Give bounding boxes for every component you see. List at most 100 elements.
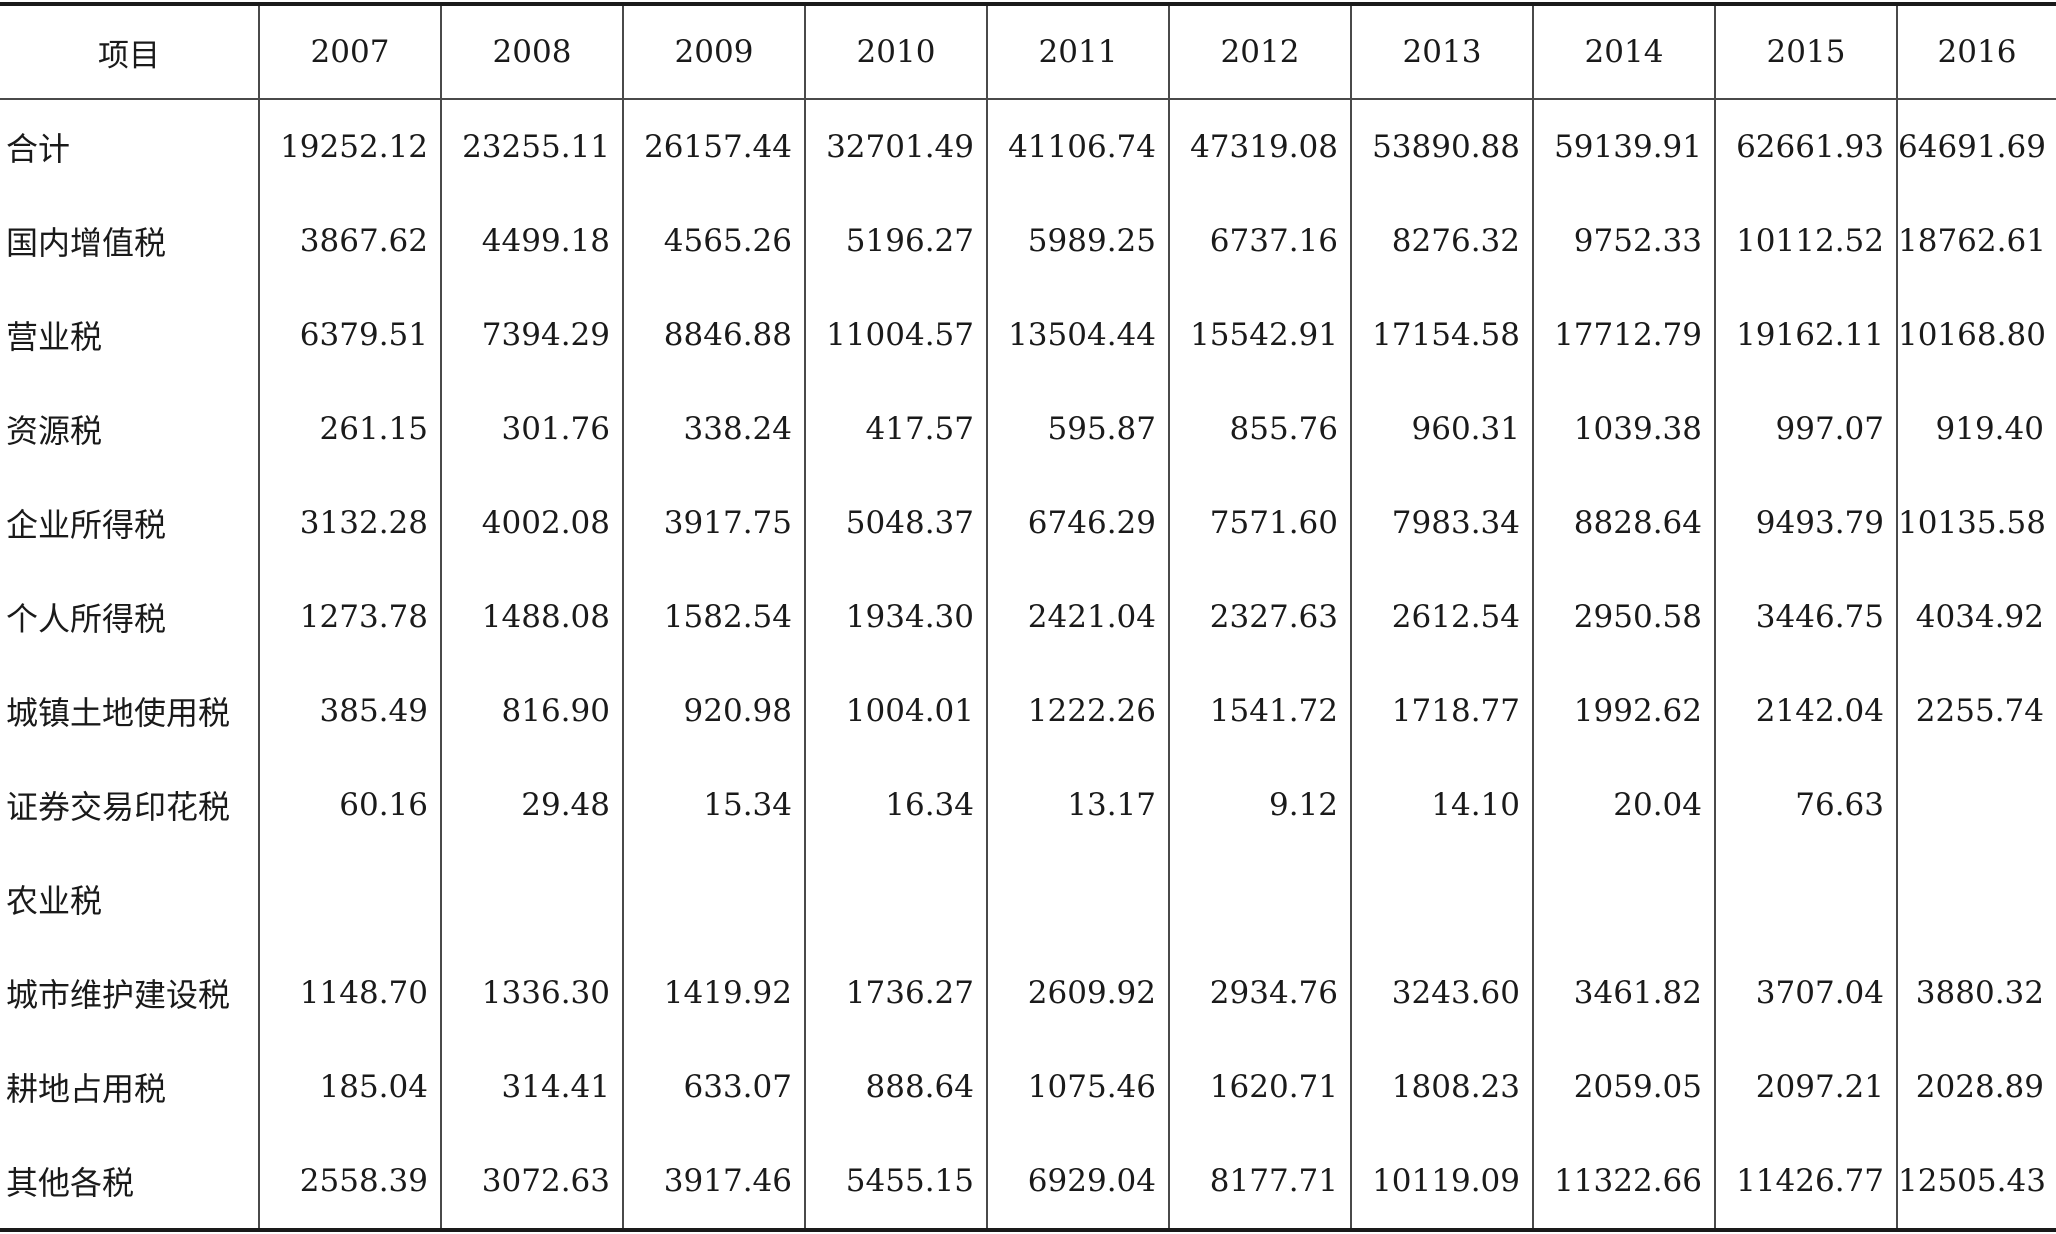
row-label: 其他各税 (6, 1164, 135, 1202)
table-cell: 3243.60 (1350, 946, 1533, 1040)
table-cell: 1004.01 (804, 664, 987, 758)
table-cell: 3461.82 (1532, 946, 1715, 1040)
table-cell (622, 852, 805, 946)
table-cell: 1934.30 (804, 570, 987, 664)
table-cell: 12505.43 (1896, 1134, 2056, 1230)
header-year: 2015 (1714, 4, 1897, 100)
table-cell: 5989.25 (986, 194, 1169, 288)
table-cell: 19252.12 (258, 99, 441, 194)
table-cell: 888.64 (804, 1040, 987, 1134)
table-cell: 5048.37 (804, 476, 987, 570)
table-cell: 4034.92 (1896, 570, 2056, 664)
table-cell (804, 852, 987, 946)
table-cell: 314.41 (440, 1040, 623, 1134)
header-year: 2010 (804, 4, 987, 100)
table-cell: 7983.34 (1350, 476, 1533, 570)
table-cell: 10168.80 (1896, 288, 2056, 382)
table-cell: 14.10 (1350, 758, 1533, 852)
table-cell: 7394.29 (440, 288, 623, 382)
table-cell: 2421.04 (986, 570, 1169, 664)
table-cell: 261.15 (258, 382, 441, 476)
table-cell: 18762.61 (1896, 194, 2056, 288)
header-year: 2008 (440, 4, 623, 100)
table-cell: 2255.74 (1896, 664, 2056, 758)
table-cell: 16.34 (804, 758, 987, 852)
table-cell: 13504.44 (986, 288, 1169, 382)
table-cell (1168, 852, 1351, 946)
table-cell: 26157.44 (622, 99, 805, 194)
table-cell: 1582.54 (622, 570, 805, 664)
table-cell: 19162.11 (1714, 288, 1897, 382)
header-year: 2009 (622, 4, 805, 100)
table-cell: 1488.08 (440, 570, 623, 664)
table-cell: 301.76 (440, 382, 623, 476)
table-cell: 4499.18 (440, 194, 623, 288)
table-cell: 11426.77 (1714, 1134, 1897, 1230)
table-cell: 60.16 (258, 758, 441, 852)
table-row: 企业所得税 3132.28 4002.08 3917.75 5048.37 6746.29… (0, 476, 2056, 570)
table-cell: 8276.32 (1350, 194, 1533, 288)
header-year: 2014 (1532, 4, 1715, 100)
table-cell: 7571.60 (1168, 476, 1351, 570)
table-cell: 10135.58 (1896, 476, 2056, 570)
table-cell: 385.49 (258, 664, 441, 758)
table-cell: 2934.76 (1168, 946, 1351, 1040)
table-cell: 6929.04 (986, 1134, 1169, 1230)
row-label: 资源税 (6, 412, 103, 450)
table-cell (986, 852, 1169, 946)
table-cell: 2028.89 (1896, 1040, 2056, 1134)
table-cell: 15542.91 (1168, 288, 1351, 382)
table-cell: 2558.39 (258, 1134, 441, 1230)
table-cell: 1808.23 (1350, 1040, 1533, 1134)
header-year: 2011 (986, 4, 1169, 100)
table-row: 个人所得税 1273.78 1488.08 1582.54 1934.30 2421.04… (0, 570, 2056, 664)
table-cell: 20.04 (1532, 758, 1715, 852)
table-cell: 8828.64 (1532, 476, 1715, 570)
table-cell: 41106.74 (986, 99, 1169, 194)
table-cell: 997.07 (1714, 382, 1897, 476)
table-cell: 47319.08 (1168, 99, 1351, 194)
row-label: 农业税 (6, 882, 103, 920)
table-row: 证券交易印花税 60.16 29.48 15.34 16.34 13.17 9.12 14.1… (0, 758, 2056, 852)
header-year: 2016 (1896, 4, 2056, 100)
table-row: 营业税 6379.51 7394.29 8846.88 11004.57 13504.44… (0, 288, 2056, 382)
table-cell: 10112.52 (1714, 194, 1897, 288)
table-cell: 2142.04 (1714, 664, 1897, 758)
table-cell: 8177.71 (1168, 1134, 1351, 1230)
row-label: 企业所得税 (6, 506, 167, 544)
table-cell: 338.24 (622, 382, 805, 476)
table-cell: 919.40 (1896, 382, 2056, 476)
table-cell: 1148.70 (258, 946, 441, 1040)
table-cell (1532, 852, 1715, 946)
table-cell: 13.17 (986, 758, 1169, 852)
table-cell: 595.87 (986, 382, 1169, 476)
table-cell: 8846.88 (622, 288, 805, 382)
table-cell: 816.90 (440, 664, 623, 758)
table-cell: 1541.72 (1168, 664, 1351, 758)
table-cell: 1992.62 (1532, 664, 1715, 758)
table-cell: 5196.27 (804, 194, 987, 288)
table-cell: 417.57 (804, 382, 987, 476)
table-cell: 1039.38 (1532, 382, 1715, 476)
table-cell: 3880.32 (1896, 946, 2056, 1040)
table-cell: 23255.11 (440, 99, 623, 194)
table-cell (1714, 852, 1897, 946)
table-cell: 64691.69 (1896, 99, 2056, 194)
table-cell: 2612.54 (1350, 570, 1533, 664)
table-cell (258, 852, 441, 946)
table-cell: 5455.15 (804, 1134, 987, 1230)
table-cell: 3072.63 (440, 1134, 623, 1230)
table-cell: 11004.57 (804, 288, 987, 382)
table-cell: 9493.79 (1714, 476, 1897, 570)
table-cell: 1273.78 (258, 570, 441, 664)
header-item-label: 项目 (0, 4, 259, 100)
table-cell: 1336.30 (440, 946, 623, 1040)
table-cell: 185.04 (258, 1040, 441, 1134)
row-label: 个人所得税 (6, 600, 167, 638)
table-cell: 9752.33 (1532, 194, 1715, 288)
table-cell (440, 852, 623, 946)
table-cell: 3867.62 (258, 194, 441, 288)
table-cell: 1075.46 (986, 1040, 1169, 1134)
table-cell: 4565.26 (622, 194, 805, 288)
